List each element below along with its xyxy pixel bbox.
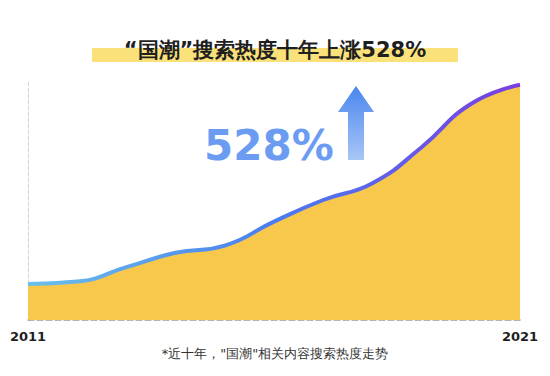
svg-text:2011: 2011 — [10, 329, 46, 344]
svg-text:*近十年，"国潮"相关内容搜索热度走势: *近十年，"国潮"相关内容搜索热度走势 — [162, 346, 388, 361]
svg-text:“国潮”搜索热度十年上涨528%: “国潮”搜索热度十年上涨528% — [124, 38, 426, 62]
svg-text:528%: 528% — [204, 121, 334, 170]
svg-text:2021: 2021 — [502, 329, 538, 344]
